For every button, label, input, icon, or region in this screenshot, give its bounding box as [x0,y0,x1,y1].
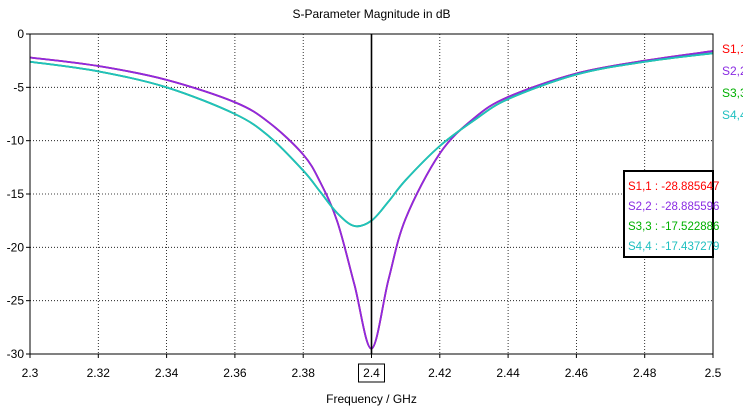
x-tick-label: 2.5 [705,366,722,380]
series-line-s22 [29,50,714,350]
marker-readout-value: S2,2 : -28.885596 [628,201,719,213]
x-tick-label: 2.4 [363,366,380,380]
legend-entry: S2,2 [722,64,743,78]
readout-box-frame [623,170,714,258]
x-tick-label: 2.44 [496,366,520,380]
marker-readout-box: S1,1 : -28.885647 S2,2 : -28.885596 S3,3 :… [623,170,719,258]
x-tick-label: 2.46 [565,366,589,380]
x-tick-label: 2.42 [428,366,452,380]
y-tick-label: -15 [7,187,25,201]
legend: S1,1 S2,2 S3,3 S4,4 [722,42,743,122]
y-tick-label: -20 [7,240,25,254]
x-axis-label: Frequency / GHz [326,392,417,406]
marker-readout-value: S1,1 : -28.885647 [628,181,719,193]
x-tick-label: 2.3 [22,366,39,380]
marker-tick-box [358,363,385,383]
axis-ticks: 2.3 2.32 2.34 2.36 2.38 2.4 2.42 2.44 2.46 2.48 2.… [7,27,722,383]
y-tick-label: 0 [17,27,24,41]
marker-readout-value: S4,4 : -17.437279 [628,241,719,253]
legend-entry: S3,3 [722,86,743,100]
x-tick-label: 2.38 [292,366,316,380]
legend-entry: S1,1 [722,42,743,56]
y-tick-label: -10 [7,134,25,148]
x-tick-label: 2.36 [223,366,247,380]
x-tick-label: 2.34 [155,366,179,380]
series-line-s44 [29,52,714,228]
chart-title: S-Parameter Magnitude in dB [292,7,450,21]
series-lines [29,50,714,350]
x-tick-label: 2.32 [87,366,111,380]
y-tick-label: -30 [7,347,25,361]
marker-readout-value: S3,3 : -17.522886 [628,221,719,233]
y-tick-label: -5 [13,80,24,94]
y-tick-label: -25 [7,294,25,308]
legend-entry: S4,4 [722,108,743,122]
x-tick-label: 2.48 [633,366,657,380]
